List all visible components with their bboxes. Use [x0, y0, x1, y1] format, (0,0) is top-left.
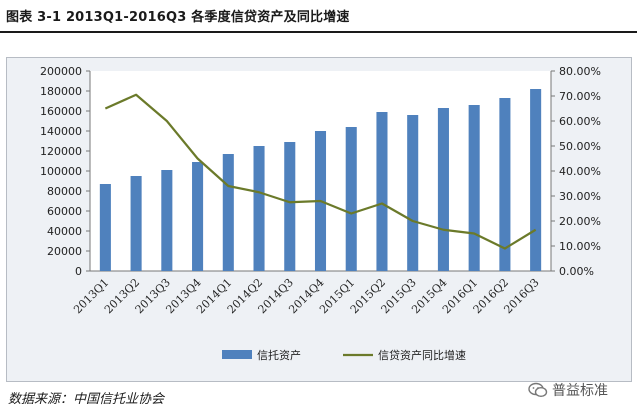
right-axis-tick-label: 40.00%: [559, 165, 601, 178]
combo-chart: 0 20000 40000 60000 80000 100000 120000 140000 1…: [6, 57, 632, 382]
left-axis-tick-label: 120000: [40, 145, 82, 158]
bar-2014Q1: [222, 154, 234, 271]
bar-2015Q4: [437, 108, 449, 271]
left-axis-tick-label: 160000: [40, 105, 82, 118]
wechat-icon: [528, 382, 548, 398]
bar-2013Q3: [161, 170, 173, 271]
bar-2013Q1: [99, 184, 111, 271]
bar-2014Q3: [284, 142, 296, 271]
chart-container: 0 20000 40000 60000 80000 100000 120000 140000 1…: [6, 57, 632, 382]
bar-2015Q1: [345, 127, 357, 271]
bar-2016Q1: [468, 105, 480, 271]
left-axis-tick-label: 140000: [40, 125, 82, 138]
right-axis-tick-label: 20.00%: [559, 215, 601, 228]
left-axis-tick-label: 200000: [40, 65, 82, 78]
title-underline: [0, 31, 637, 33]
right-axis-tick-label: 0.00%: [559, 265, 594, 278]
bar-2015Q2: [376, 112, 388, 271]
bar-2016Q3: [530, 89, 542, 271]
bar-2013Q2: [130, 176, 142, 271]
legend-label-line: 信贷资产同比增速: [378, 348, 466, 362]
left-axis-tick-label: 80000: [47, 185, 82, 198]
right-axis-tick-label: 50.00%: [559, 140, 601, 153]
left-axis-tick-label: 20000: [47, 245, 82, 258]
legend-label-bars: 信托资产: [257, 348, 301, 362]
watermark-label: 普益标准: [552, 383, 608, 399]
bar-2013Q4: [192, 162, 204, 271]
right-axis-tick-label: 60.00%: [559, 115, 601, 128]
right-axis-tick-label: 80.00%: [559, 65, 601, 78]
data-source-note: 数据来源：中国信托业协会: [8, 392, 165, 407]
left-axis-tick-label: 180000: [40, 85, 82, 98]
bar-2015Q3: [407, 115, 419, 271]
right-axis-tick-label: 70.00%: [559, 90, 601, 103]
figure-title: 图表 3-1 2013Q1-2016Q3 各季度信贷资产及同比增速: [6, 10, 350, 25]
right-axis-tick-label: 10.00%: [559, 240, 601, 253]
right-axis-tick-label: 30.00%: [559, 190, 601, 203]
watermark: 普益标准: [528, 380, 608, 400]
bar-2016Q2: [499, 98, 511, 271]
left-axis-tick-label: 100000: [40, 165, 82, 178]
left-axis-tick-label: 40000: [47, 225, 82, 238]
legend-swatch-bars: [222, 350, 252, 359]
left-axis-tick-label: 60000: [47, 205, 82, 218]
bar-2014Q2: [253, 146, 265, 271]
left-axis-tick-label: 0: [75, 265, 82, 278]
